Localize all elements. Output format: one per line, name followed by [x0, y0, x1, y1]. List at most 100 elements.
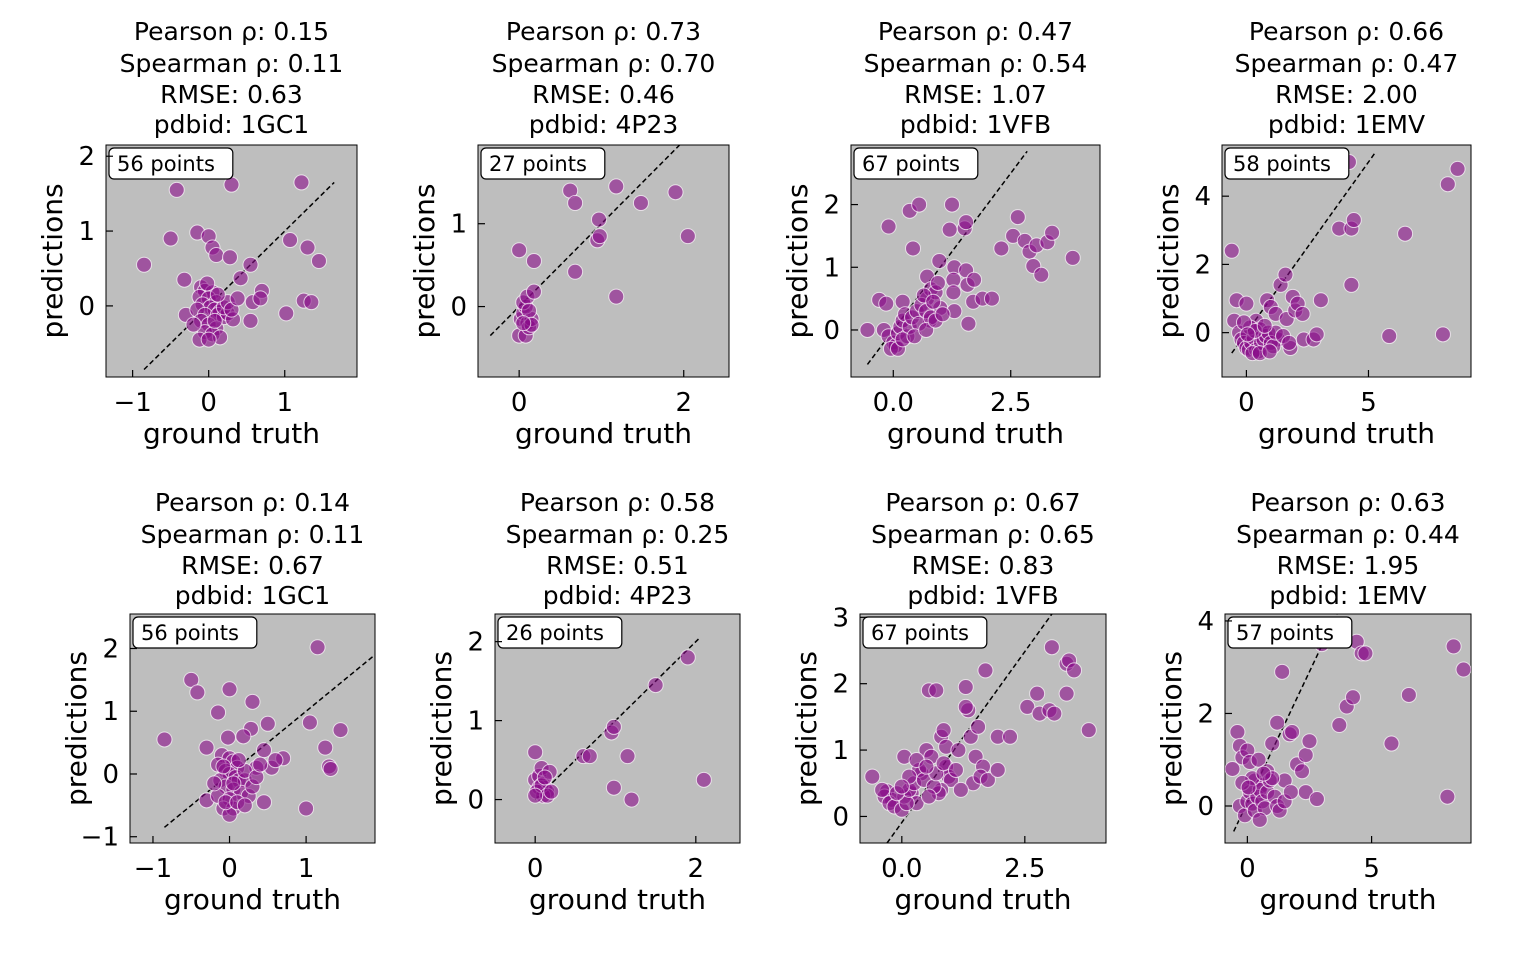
- reference-line: [886, 614, 1053, 843]
- y-tick-label: 2: [467, 628, 484, 658]
- point-count-box: [132, 616, 258, 649]
- data-point: [1264, 735, 1281, 752]
- data-point: [1297, 747, 1314, 764]
- panel-title-line: pdbid: 1EMV: [1269, 581, 1426, 610]
- data-point: [511, 242, 528, 259]
- data-point: [623, 791, 640, 808]
- x-axis-label: ground truth: [529, 883, 706, 916]
- data-point: [1343, 276, 1360, 293]
- data-point: [303, 294, 320, 311]
- point-count-box: [108, 147, 234, 180]
- panel-title-line: Spearman ρ: 0.44: [1236, 520, 1460, 549]
- data-point: [941, 221, 958, 238]
- data-point: [206, 775, 223, 792]
- data-point: [156, 731, 173, 748]
- data-point: [1033, 266, 1050, 283]
- x-tick-label: 0: [200, 388, 217, 418]
- panel-title-line: Spearman ρ: 0.54: [864, 49, 1088, 78]
- y-tick-label: 2: [1194, 250, 1211, 280]
- x-tick-label: 2: [675, 388, 692, 418]
- data-point: [1261, 343, 1278, 360]
- data-point: [310, 253, 327, 269]
- panel-title-line: RMSE: 0.63: [160, 80, 303, 109]
- data-point: [1029, 685, 1046, 702]
- data-point: [206, 312, 223, 329]
- data-point: [1281, 334, 1298, 351]
- data-point: [989, 761, 1006, 778]
- data-point: [1066, 662, 1083, 679]
- plot-contents: [1225, 614, 1471, 832]
- x-axis-label: ground truth: [1260, 883, 1437, 916]
- data-point: [515, 315, 532, 332]
- data-point: [1269, 714, 1286, 731]
- panel-title-line: Pearson ρ: 0.67: [885, 488, 1080, 517]
- data-point: [960, 315, 977, 332]
- data-point: [918, 758, 935, 775]
- data-point: [567, 195, 584, 211]
- data-point: [679, 228, 696, 245]
- data-point: [1019, 698, 1036, 715]
- y-tick-label: 1: [78, 217, 95, 247]
- data-point: [208, 247, 225, 264]
- data-point: [958, 214, 975, 231]
- data-point: [189, 684, 206, 701]
- data-point: [880, 218, 897, 235]
- data-point: [928, 682, 945, 699]
- y-tick-label: 1: [823, 253, 840, 283]
- data-point: [925, 293, 942, 310]
- panel-title-line: Pearson ρ: 0.73: [506, 17, 701, 46]
- panel-title-line: Spearman ρ: 0.25: [506, 520, 730, 549]
- plot-contents: [156, 639, 375, 828]
- data-point: [966, 271, 983, 288]
- data-point: [309, 639, 326, 656]
- data-point: [567, 263, 584, 280]
- x-tick-label: 0: [511, 388, 528, 418]
- data-point: [1002, 728, 1019, 745]
- data-point: [934, 306, 951, 323]
- y-axis-label: predictions: [425, 651, 458, 806]
- data-point: [1255, 765, 1272, 782]
- data-point: [244, 693, 261, 710]
- y-tick-label: 1: [450, 210, 467, 240]
- x-tick-label: 2.5: [1004, 854, 1045, 884]
- panel-title-line: RMSE: 0.83: [912, 551, 1055, 580]
- data-point: [929, 274, 946, 291]
- data-point: [970, 718, 987, 735]
- data-point: [1445, 638, 1462, 655]
- data-point: [647, 677, 664, 694]
- data-point: [957, 698, 974, 715]
- data-point: [1439, 788, 1456, 805]
- data-point: [1439, 176, 1456, 193]
- panel-title-line: Spearman ρ: 0.70: [492, 49, 716, 78]
- point-count-label: 57 points: [1236, 621, 1334, 645]
- panel-title-line: Spearman ρ: 0.11: [120, 49, 344, 78]
- data-point: [525, 283, 542, 300]
- data-point: [185, 316, 202, 333]
- data-point: [1046, 705, 1063, 722]
- y-tick-label: 0: [450, 293, 467, 323]
- data-point: [322, 760, 339, 777]
- x-axis-label: ground truth: [1258, 417, 1435, 450]
- data-point: [1357, 645, 1374, 662]
- data-point: [608, 178, 625, 195]
- y-tick-label: −1: [81, 823, 119, 853]
- data-point: [905, 240, 922, 257]
- data-point: [278, 305, 295, 322]
- data-point: [255, 794, 272, 811]
- reference-line: [143, 181, 335, 371]
- data-point: [920, 788, 937, 805]
- y-tick-label: 0: [78, 292, 95, 322]
- x-tick-label: 0: [221, 854, 238, 884]
- data-point: [1256, 317, 1273, 334]
- data-point: [242, 312, 259, 329]
- data-point: [525, 253, 542, 269]
- data-point: [695, 771, 712, 788]
- data-point: [983, 290, 1000, 307]
- data-point: [950, 742, 967, 759]
- data-point: [605, 718, 622, 735]
- y-tick-label: 0: [102, 760, 119, 790]
- data-point: [864, 768, 881, 785]
- y-tick-label: 2: [102, 635, 119, 665]
- y-tick-label: 4: [1194, 182, 1211, 212]
